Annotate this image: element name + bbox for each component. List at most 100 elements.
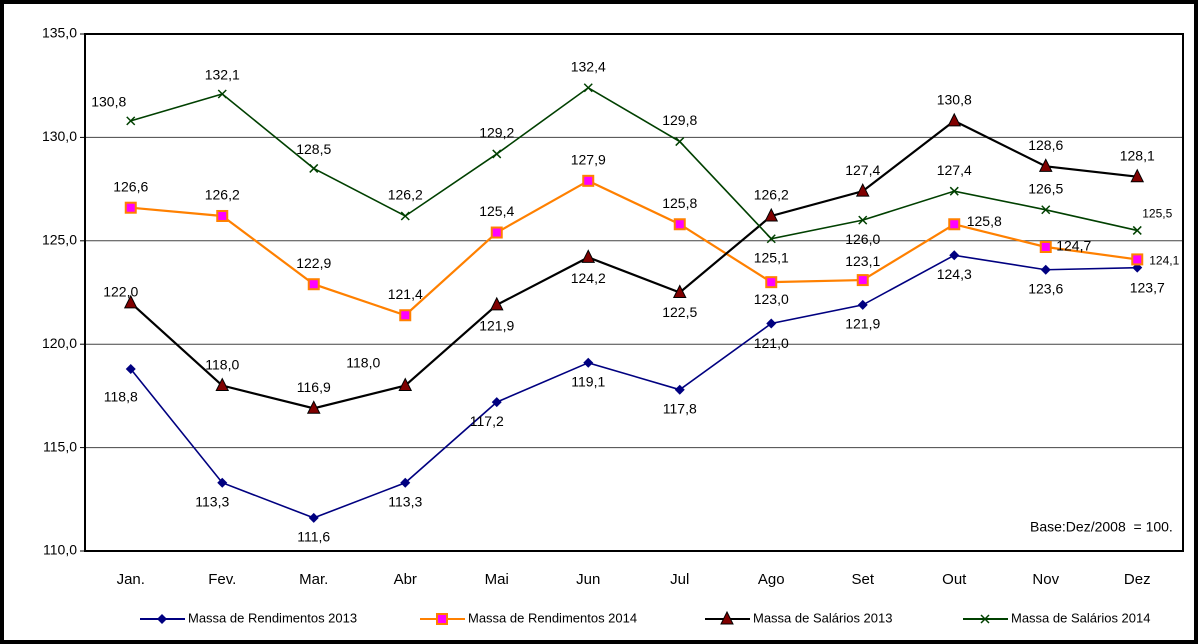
y-tick-label: 110,0 bbox=[43, 542, 77, 558]
data-label: 124,2 bbox=[571, 270, 606, 286]
y-tick-label: 130,0 bbox=[42, 128, 77, 144]
marker bbox=[855, 183, 870, 197]
data-label: 123,7 bbox=[1130, 279, 1165, 295]
marker bbox=[583, 83, 593, 93]
data-label: 125,4 bbox=[479, 203, 514, 219]
marker bbox=[399, 309, 412, 322]
x-tick-label: Mar. bbox=[299, 571, 328, 588]
series-line bbox=[130, 254, 1138, 519]
marker bbox=[949, 186, 959, 196]
marker bbox=[217, 89, 227, 99]
series-line bbox=[130, 179, 1138, 317]
marker bbox=[583, 357, 594, 368]
data-label: 126,0 bbox=[845, 231, 880, 247]
data-label: 126,2 bbox=[388, 187, 423, 203]
marker bbox=[581, 249, 596, 263]
y-tick-label: 125,0 bbox=[42, 232, 77, 248]
data-label: 118,0 bbox=[205, 356, 239, 372]
marker bbox=[673, 218, 686, 231]
marker bbox=[123, 294, 138, 309]
data-label: 125,1 bbox=[754, 249, 789, 265]
legend-label: Massa de Salários 2014 bbox=[1011, 610, 1150, 625]
x-tick-label: Set bbox=[851, 571, 874, 588]
y-tick-label: 115,0 bbox=[43, 438, 77, 454]
marker bbox=[1131, 253, 1144, 266]
marker bbox=[582, 174, 595, 187]
marker bbox=[398, 377, 413, 392]
data-label: 118,0 bbox=[346, 354, 380, 370]
legend-label: Massa de Salários 2013 bbox=[753, 610, 892, 625]
marker bbox=[125, 364, 136, 375]
marker bbox=[489, 296, 504, 311]
x-tick-label: Nov bbox=[1032, 571, 1059, 588]
data-label: 128,5 bbox=[296, 141, 331, 157]
legend-marker bbox=[157, 614, 167, 624]
data-label: 128,6 bbox=[1028, 137, 1063, 153]
marker bbox=[948, 218, 961, 231]
data-label: 132,1 bbox=[205, 67, 240, 83]
marker bbox=[857, 299, 868, 310]
series-line bbox=[130, 86, 1138, 240]
plot-area bbox=[84, 33, 1184, 552]
data-label: 116,9 bbox=[297, 379, 331, 395]
data-label: 113,3 bbox=[388, 493, 422, 509]
marker bbox=[766, 234, 776, 244]
marker bbox=[1040, 264, 1051, 275]
data-label: 124,1 bbox=[1149, 254, 1179, 268]
data-label: 126,6 bbox=[113, 178, 148, 194]
data-label: 125,5 bbox=[1142, 207, 1172, 221]
marker bbox=[766, 318, 777, 329]
legend-label: Massa de Rendimentos 2013 bbox=[188, 610, 357, 625]
data-label: 125,8 bbox=[662, 195, 697, 211]
data-label: 122,5 bbox=[662, 304, 697, 320]
data-label: 113,3 bbox=[195, 493, 229, 509]
data-label: 122,9 bbox=[296, 255, 331, 271]
data-label: 129,8 bbox=[662, 112, 697, 128]
data-label: 124,3 bbox=[937, 266, 972, 282]
marker bbox=[306, 400, 321, 414]
data-label: 126,5 bbox=[1028, 180, 1063, 196]
data-label: 127,9 bbox=[571, 152, 606, 168]
x-tick-label: Jan. bbox=[117, 571, 145, 588]
data-label: 126,2 bbox=[754, 187, 789, 203]
data-label: 130,8 bbox=[91, 94, 126, 110]
data-label: 126,2 bbox=[205, 187, 240, 203]
data-label: 117,2 bbox=[470, 413, 504, 429]
marker bbox=[400, 211, 410, 221]
data-label: 132,4 bbox=[571, 58, 606, 74]
x-tick-label: Dez bbox=[1124, 571, 1151, 588]
x-tick-label: Out bbox=[942, 571, 967, 588]
marker bbox=[216, 209, 229, 222]
marker bbox=[947, 112, 962, 127]
data-label: 125,8 bbox=[967, 213, 1002, 229]
legend-marker bbox=[436, 613, 448, 625]
y-tick-label: 120,0 bbox=[42, 335, 77, 351]
legend-marker bbox=[980, 614, 990, 624]
marker bbox=[400, 477, 411, 488]
marker bbox=[490, 226, 503, 239]
data-label: 121,0 bbox=[754, 335, 789, 351]
marker bbox=[1130, 168, 1145, 183]
marker bbox=[765, 276, 778, 289]
marker bbox=[1132, 225, 1142, 235]
data-label: 123,1 bbox=[845, 253, 880, 269]
marker bbox=[215, 377, 230, 392]
marker bbox=[675, 137, 685, 147]
marker bbox=[1039, 241, 1052, 254]
x-tick-label: Abr bbox=[394, 571, 417, 588]
x-tick-label: Mai bbox=[485, 571, 509, 588]
legend-label: Massa de Rendimentos 2014 bbox=[468, 610, 637, 625]
data-label: 130,8 bbox=[937, 92, 972, 108]
marker bbox=[309, 163, 319, 173]
series-line bbox=[130, 119, 1138, 410]
data-label: 127,4 bbox=[845, 162, 880, 178]
data-label: 128,1 bbox=[1120, 147, 1155, 163]
x-tick-label: Fev. bbox=[208, 571, 236, 588]
data-label: 121,9 bbox=[479, 318, 514, 334]
data-label: 123,6 bbox=[1028, 280, 1063, 296]
marker bbox=[126, 116, 136, 126]
data-label: 124,7 bbox=[1056, 238, 1091, 254]
data-label: 121,9 bbox=[845, 316, 880, 332]
